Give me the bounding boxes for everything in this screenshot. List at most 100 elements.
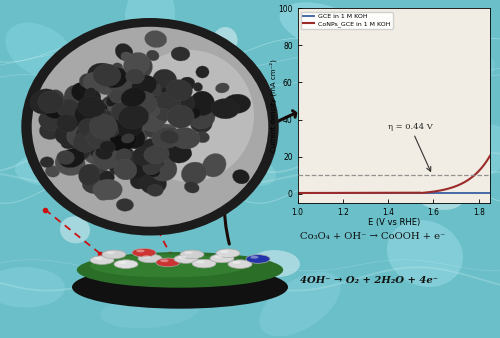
Ellipse shape xyxy=(40,157,54,168)
Ellipse shape xyxy=(112,103,125,115)
Ellipse shape xyxy=(96,146,112,160)
Ellipse shape xyxy=(210,254,234,263)
Ellipse shape xyxy=(64,85,90,111)
Ellipse shape xyxy=(232,261,240,264)
Ellipse shape xyxy=(168,144,192,163)
Ellipse shape xyxy=(232,170,250,184)
Ellipse shape xyxy=(106,126,136,151)
CoNPs_GCE in 1 M KOH xyxy=(294,191,300,195)
Ellipse shape xyxy=(125,156,150,178)
Ellipse shape xyxy=(91,108,114,125)
Ellipse shape xyxy=(43,100,65,119)
Ellipse shape xyxy=(63,117,77,128)
GCE in 1 M KOH xyxy=(409,191,415,195)
Ellipse shape xyxy=(122,134,134,143)
Ellipse shape xyxy=(106,96,120,107)
Ellipse shape xyxy=(102,123,119,137)
Ellipse shape xyxy=(105,68,118,79)
Ellipse shape xyxy=(46,108,56,117)
Ellipse shape xyxy=(114,128,137,146)
Ellipse shape xyxy=(144,145,169,164)
Ellipse shape xyxy=(88,114,117,139)
Ellipse shape xyxy=(114,260,138,268)
Ellipse shape xyxy=(114,159,136,180)
Ellipse shape xyxy=(178,256,186,259)
GCE in 1 M KOH xyxy=(295,191,301,195)
Ellipse shape xyxy=(118,261,126,264)
Ellipse shape xyxy=(340,111,410,159)
Ellipse shape xyxy=(166,79,192,101)
Ellipse shape xyxy=(166,90,194,113)
Text: η = 0.44 V: η = 0.44 V xyxy=(388,123,433,171)
Ellipse shape xyxy=(154,88,176,107)
Ellipse shape xyxy=(74,104,100,127)
Ellipse shape xyxy=(188,104,215,129)
GCE in 1 M KOH xyxy=(487,191,493,195)
Ellipse shape xyxy=(188,107,200,119)
Ellipse shape xyxy=(144,169,166,192)
Ellipse shape xyxy=(74,126,98,148)
Ellipse shape xyxy=(126,69,144,84)
Ellipse shape xyxy=(90,255,246,277)
Y-axis label: Current density (mA cm⁻²): Current density (mA cm⁻²) xyxy=(269,59,277,152)
Ellipse shape xyxy=(115,44,133,61)
Ellipse shape xyxy=(156,258,180,267)
Ellipse shape xyxy=(46,90,64,108)
Ellipse shape xyxy=(116,198,134,211)
Ellipse shape xyxy=(160,130,179,144)
Ellipse shape xyxy=(100,293,200,329)
Ellipse shape xyxy=(154,99,170,113)
Ellipse shape xyxy=(102,68,128,88)
Ellipse shape xyxy=(113,90,124,98)
Ellipse shape xyxy=(138,107,166,127)
Ellipse shape xyxy=(118,147,134,160)
Ellipse shape xyxy=(143,103,160,117)
Ellipse shape xyxy=(54,124,82,146)
Ellipse shape xyxy=(92,145,120,169)
Ellipse shape xyxy=(77,252,283,288)
Ellipse shape xyxy=(228,260,252,268)
CoNPs_GCE in 1 M KOH xyxy=(386,191,392,195)
Ellipse shape xyxy=(148,156,164,168)
Ellipse shape xyxy=(91,100,104,111)
Ellipse shape xyxy=(148,168,160,177)
Ellipse shape xyxy=(82,172,110,194)
Ellipse shape xyxy=(387,220,463,287)
Ellipse shape xyxy=(71,141,91,161)
Ellipse shape xyxy=(60,216,90,243)
Ellipse shape xyxy=(194,168,204,177)
Ellipse shape xyxy=(78,164,100,186)
Ellipse shape xyxy=(116,138,130,150)
X-axis label: E (V vs RHE): E (V vs RHE) xyxy=(368,218,420,227)
Ellipse shape xyxy=(141,150,172,175)
Ellipse shape xyxy=(128,119,138,129)
Ellipse shape xyxy=(101,125,114,136)
Ellipse shape xyxy=(60,134,78,149)
Ellipse shape xyxy=(155,108,170,121)
Ellipse shape xyxy=(144,77,160,89)
Ellipse shape xyxy=(140,111,165,132)
Ellipse shape xyxy=(56,99,78,117)
Ellipse shape xyxy=(111,76,124,88)
Ellipse shape xyxy=(155,84,166,94)
Ellipse shape xyxy=(223,94,250,113)
Ellipse shape xyxy=(131,91,157,115)
Ellipse shape xyxy=(121,52,134,63)
Ellipse shape xyxy=(96,190,111,200)
Ellipse shape xyxy=(405,44,495,91)
Ellipse shape xyxy=(260,272,340,336)
Ellipse shape xyxy=(102,132,115,142)
Ellipse shape xyxy=(212,27,238,54)
Ellipse shape xyxy=(90,256,114,264)
Ellipse shape xyxy=(93,179,122,200)
Ellipse shape xyxy=(140,138,169,163)
Ellipse shape xyxy=(124,50,254,182)
Ellipse shape xyxy=(86,129,110,148)
GCE in 1 M KOH xyxy=(408,191,414,195)
Ellipse shape xyxy=(184,251,192,254)
Ellipse shape xyxy=(280,2,370,52)
Ellipse shape xyxy=(46,166,60,177)
Ellipse shape xyxy=(144,30,167,48)
Ellipse shape xyxy=(180,77,195,91)
Ellipse shape xyxy=(6,23,74,79)
